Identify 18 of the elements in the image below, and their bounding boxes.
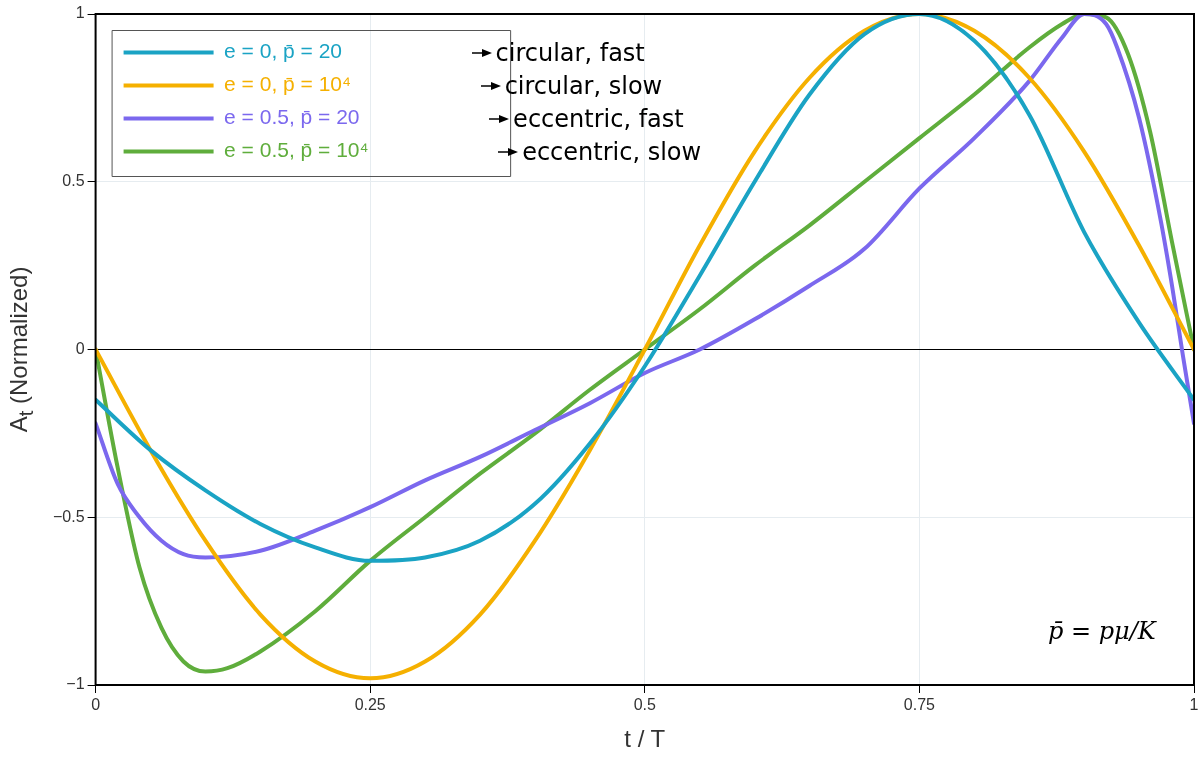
x-tick-label: 0.75 bbox=[903, 696, 936, 714]
y-tick-label: 0 bbox=[75, 339, 85, 357]
x-tick-label: 0.5 bbox=[633, 696, 657, 714]
y-tick-label: −0.5 bbox=[52, 507, 85, 525]
legend-label: e = 0.5, p̄ = 20 bbox=[224, 105, 360, 129]
x-tick-label: 0 bbox=[91, 696, 101, 714]
x-tick-label: 1 bbox=[1189, 696, 1199, 714]
y-tick-label: 0.5 bbox=[62, 172, 85, 190]
y-tick-label: −1 bbox=[66, 675, 85, 693]
legend-label: e = 0, p̄ = 10⁴ bbox=[224, 72, 352, 96]
y-tick-label: 1 bbox=[75, 4, 85, 22]
x-axis-title: t / T bbox=[624, 725, 666, 753]
x-tick-label: 0.25 bbox=[354, 696, 386, 714]
legend-label: e = 0, p̄ = 20 bbox=[224, 39, 343, 63]
annotation: eccentric, slow bbox=[522, 137, 702, 166]
annotation: eccentric, fast bbox=[513, 104, 684, 133]
legend-label: e = 0.5, p̄ = 10⁴ bbox=[224, 138, 369, 162]
annotation: p̄ = pμ/K bbox=[1048, 617, 1156, 645]
